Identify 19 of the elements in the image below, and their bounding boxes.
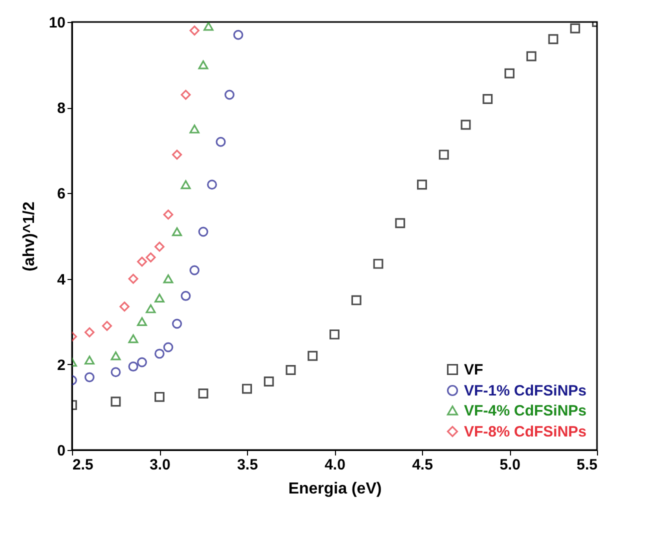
x-tick-label: 4.0 bbox=[324, 456, 346, 474]
x-tick-label: 3.5 bbox=[237, 456, 258, 474]
y-tick-label: 8 bbox=[57, 100, 66, 118]
legend-label: VF-1% CdFSiNPs bbox=[464, 382, 587, 400]
x-tick-label: 5.0 bbox=[500, 456, 520, 474]
x-tick-label: 3.0 bbox=[150, 456, 170, 474]
y-tick-label: 4 bbox=[57, 271, 66, 288]
x-tick-label: 5.5 bbox=[576, 456, 598, 474]
y-tick-label: 2 bbox=[57, 356, 66, 374]
y-tick-label: 10 bbox=[48, 14, 66, 32]
legend-label: VF-4% CdFSiNPs bbox=[464, 402, 587, 420]
x-tick-label: 2.5 bbox=[72, 456, 94, 474]
y-tick-label: 0 bbox=[57, 442, 66, 460]
x-tick-label: 4.5 bbox=[412, 456, 433, 474]
legend-label: VF-8% CdFSiNPs bbox=[464, 424, 587, 440]
x-axis-title: Energia (eV) bbox=[288, 480, 382, 498]
y-tick-label: 6 bbox=[57, 186, 66, 203]
legend-label: VF bbox=[464, 362, 484, 378]
y-axis-title: (ahv)^1/2 bbox=[20, 201, 38, 272]
